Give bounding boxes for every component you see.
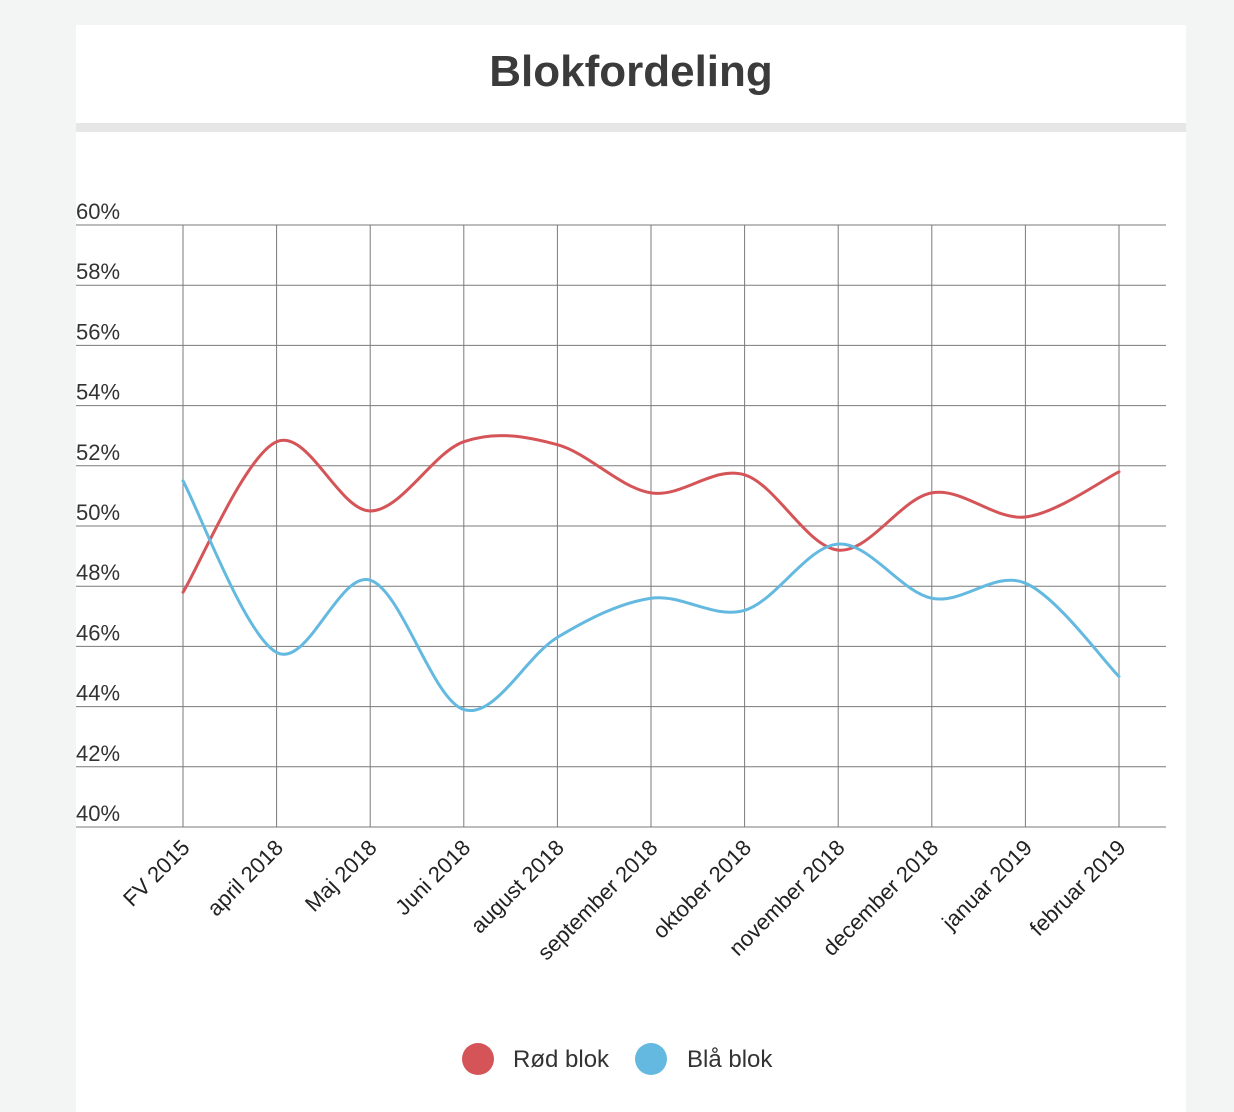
x-tick-label: februar 2019 [1025,835,1131,941]
y-tick-label: 50% [76,500,120,525]
x-tick-label: august 2018 [466,835,569,938]
title-divider [76,123,1186,132]
y-tick-label: 44% [76,681,120,706]
y-tick-label: 48% [76,560,120,585]
series-lines [181,434,1121,713]
y-tick-label: 54% [76,380,120,405]
y-tick-label: 56% [76,319,120,344]
y-tick-label: 42% [76,741,120,766]
y-tick-label: 60% [76,199,120,224]
y-tick-label: 52% [76,440,120,465]
y-axis-ticks: 40% 42% 44% 46% 48% 50% 52% 54% 56% 58% 60% [76,199,120,826]
series-line-0 [181,434,1121,594]
legend-swatch [635,1043,667,1075]
chart-card: Blokfordeling [76,25,1186,1112]
x-tick-label: Juni 2018 [390,835,475,920]
series-line-1 [181,479,1121,713]
x-tick-label: april 2018 [202,835,288,921]
legend-label: Blå blok [687,1046,773,1073]
x-tick-label: januar 2019 [936,835,1037,936]
grid [76,224,1166,828]
x-axis-ticks: FV 2015 april 2018 Maj 2018 Juni 2018august… [118,835,1130,965]
legend: Rød blok Blå blok [462,1043,773,1075]
x-tick-label: FV 2015 [118,835,194,911]
y-tick-label: 46% [76,620,120,645]
legend-swatch [462,1043,494,1075]
legend-label: Rød blok [513,1046,610,1073]
title-bar: Blokfordeling [76,25,1186,123]
y-tick-label: 40% [76,801,120,826]
y-tick-label: 58% [76,259,120,284]
chart-title: Blokfordeling [489,47,773,96]
x-tick-label: Maj 2018 [300,835,382,917]
